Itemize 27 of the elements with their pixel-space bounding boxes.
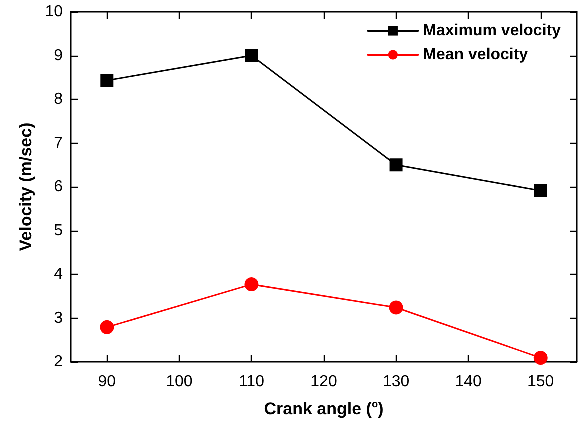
x-tick-label: 140 (455, 374, 482, 390)
y-tick-label: 4 (54, 266, 64, 283)
y-tick-label: 9 (54, 47, 64, 64)
y-axis-title: Velocity (m/sec) (16, 122, 36, 252)
point (534, 351, 548, 366)
x-tick-label: 130 (382, 374, 410, 390)
y-tick-label: 2 (54, 354, 64, 370)
y-tick-label: 5 (54, 222, 64, 240)
point (100, 320, 114, 334)
x-tick-label: 120 (310, 374, 338, 390)
y-tick-label: 10 (45, 4, 64, 20)
y-tick-label: 3 (54, 310, 64, 327)
y-tick-label: 8 (54, 91, 64, 108)
legend-label: Maximum velocity (423, 22, 562, 40)
x-tick-label: 90 (98, 374, 116, 390)
legend-label: Mean velocity (423, 46, 528, 64)
y-tick-label: 6 (54, 178, 64, 196)
point (534, 184, 548, 198)
point (389, 300, 404, 315)
x-tick-label: 150 (528, 374, 554, 390)
point (245, 49, 258, 62)
point (244, 278, 259, 292)
point (100, 74, 114, 88)
x-tick-label: 110 (238, 374, 265, 390)
x-tick-label: 100 (166, 374, 193, 390)
y-tick-label: 7 (54, 134, 64, 152)
point (390, 158, 403, 172)
